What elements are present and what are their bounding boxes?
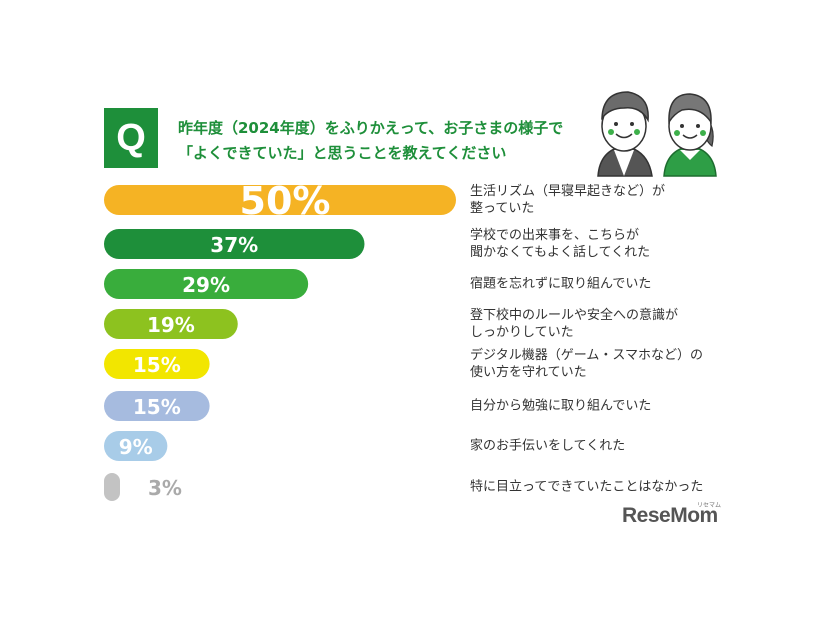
bar-value-label-3: 29% [182,273,230,297]
question-line-2: 「よくできていた」と思うことを教えてください [178,144,507,162]
question-badge: Q [104,108,158,168]
bar-1 [104,185,456,215]
category-label-5-line-2: 使い方を守れていた [470,364,587,380]
bar-7 [104,431,168,461]
category-label-1-line-1: 生活リズム（早寝早起きなど）が [470,183,665,199]
category-label-4-line-2: しっかりしていた [470,325,574,340]
bar-2 [104,229,365,259]
category-label-5-line-1: デジタル機器（ゲーム・スマホなど）の [470,347,703,363]
category-labels-group: 生活リズム（早寝早起きなど）が整っていた学校での出来事を、こちらが聞かなくてもよ… [470,183,703,495]
category-label-3-line-1: 宿題を忘れずに取り組んでいた [470,276,651,292]
resemom-logo: ReseMom [622,504,718,527]
mother-illustration-icon [663,93,717,177]
father-illustration-icon [597,91,653,177]
category-label-2-line-2: 聞かなくてもよく話してくれた [470,244,650,260]
category-label-8-line-1: 特に目立ってできていたことはなかった [470,480,703,495]
bar-value-label-8: 3% [148,476,182,500]
bars-group: 50% 37% 29% 19% 15% 15% 9% 3% [104,179,456,501]
category-label-7-line-1: 家のお手伝いをしてくれた [470,438,625,454]
bar-value-label-1: 50% [240,179,331,223]
bar-value-label-5: 15% [133,353,181,377]
question-line-1: 昨年度（2024年度）をふりかえって、お子さまの様子で [178,119,564,137]
category-label-4-line-1: 登下校中のルールや安全への意識が [470,307,678,323]
bar-value-label-4: 19% [147,313,195,337]
category-label-2-line-1: 学校での出来事を、こちらが [470,227,639,243]
category-label-1-line-2: 整っていた [470,201,534,216]
resemom-logo-kana: リセマム [697,502,722,509]
bar-value-label-6: 15% [133,395,181,419]
bar-value-label-2: 37% [210,233,258,257]
bar-value-label-7: 9% [119,435,153,459]
bar-8 [104,473,120,501]
bar-6 [104,391,210,421]
bar-4 [104,309,238,339]
category-label-6-line-1: 自分から勉強に取り組んでいた [470,399,651,414]
bar-3 [104,269,309,299]
bar-5 [104,349,210,379]
question-text: 昨年度（2024年度）をふりかえって、お子さまの様子で 「よくできていた」と思う… [178,116,598,166]
